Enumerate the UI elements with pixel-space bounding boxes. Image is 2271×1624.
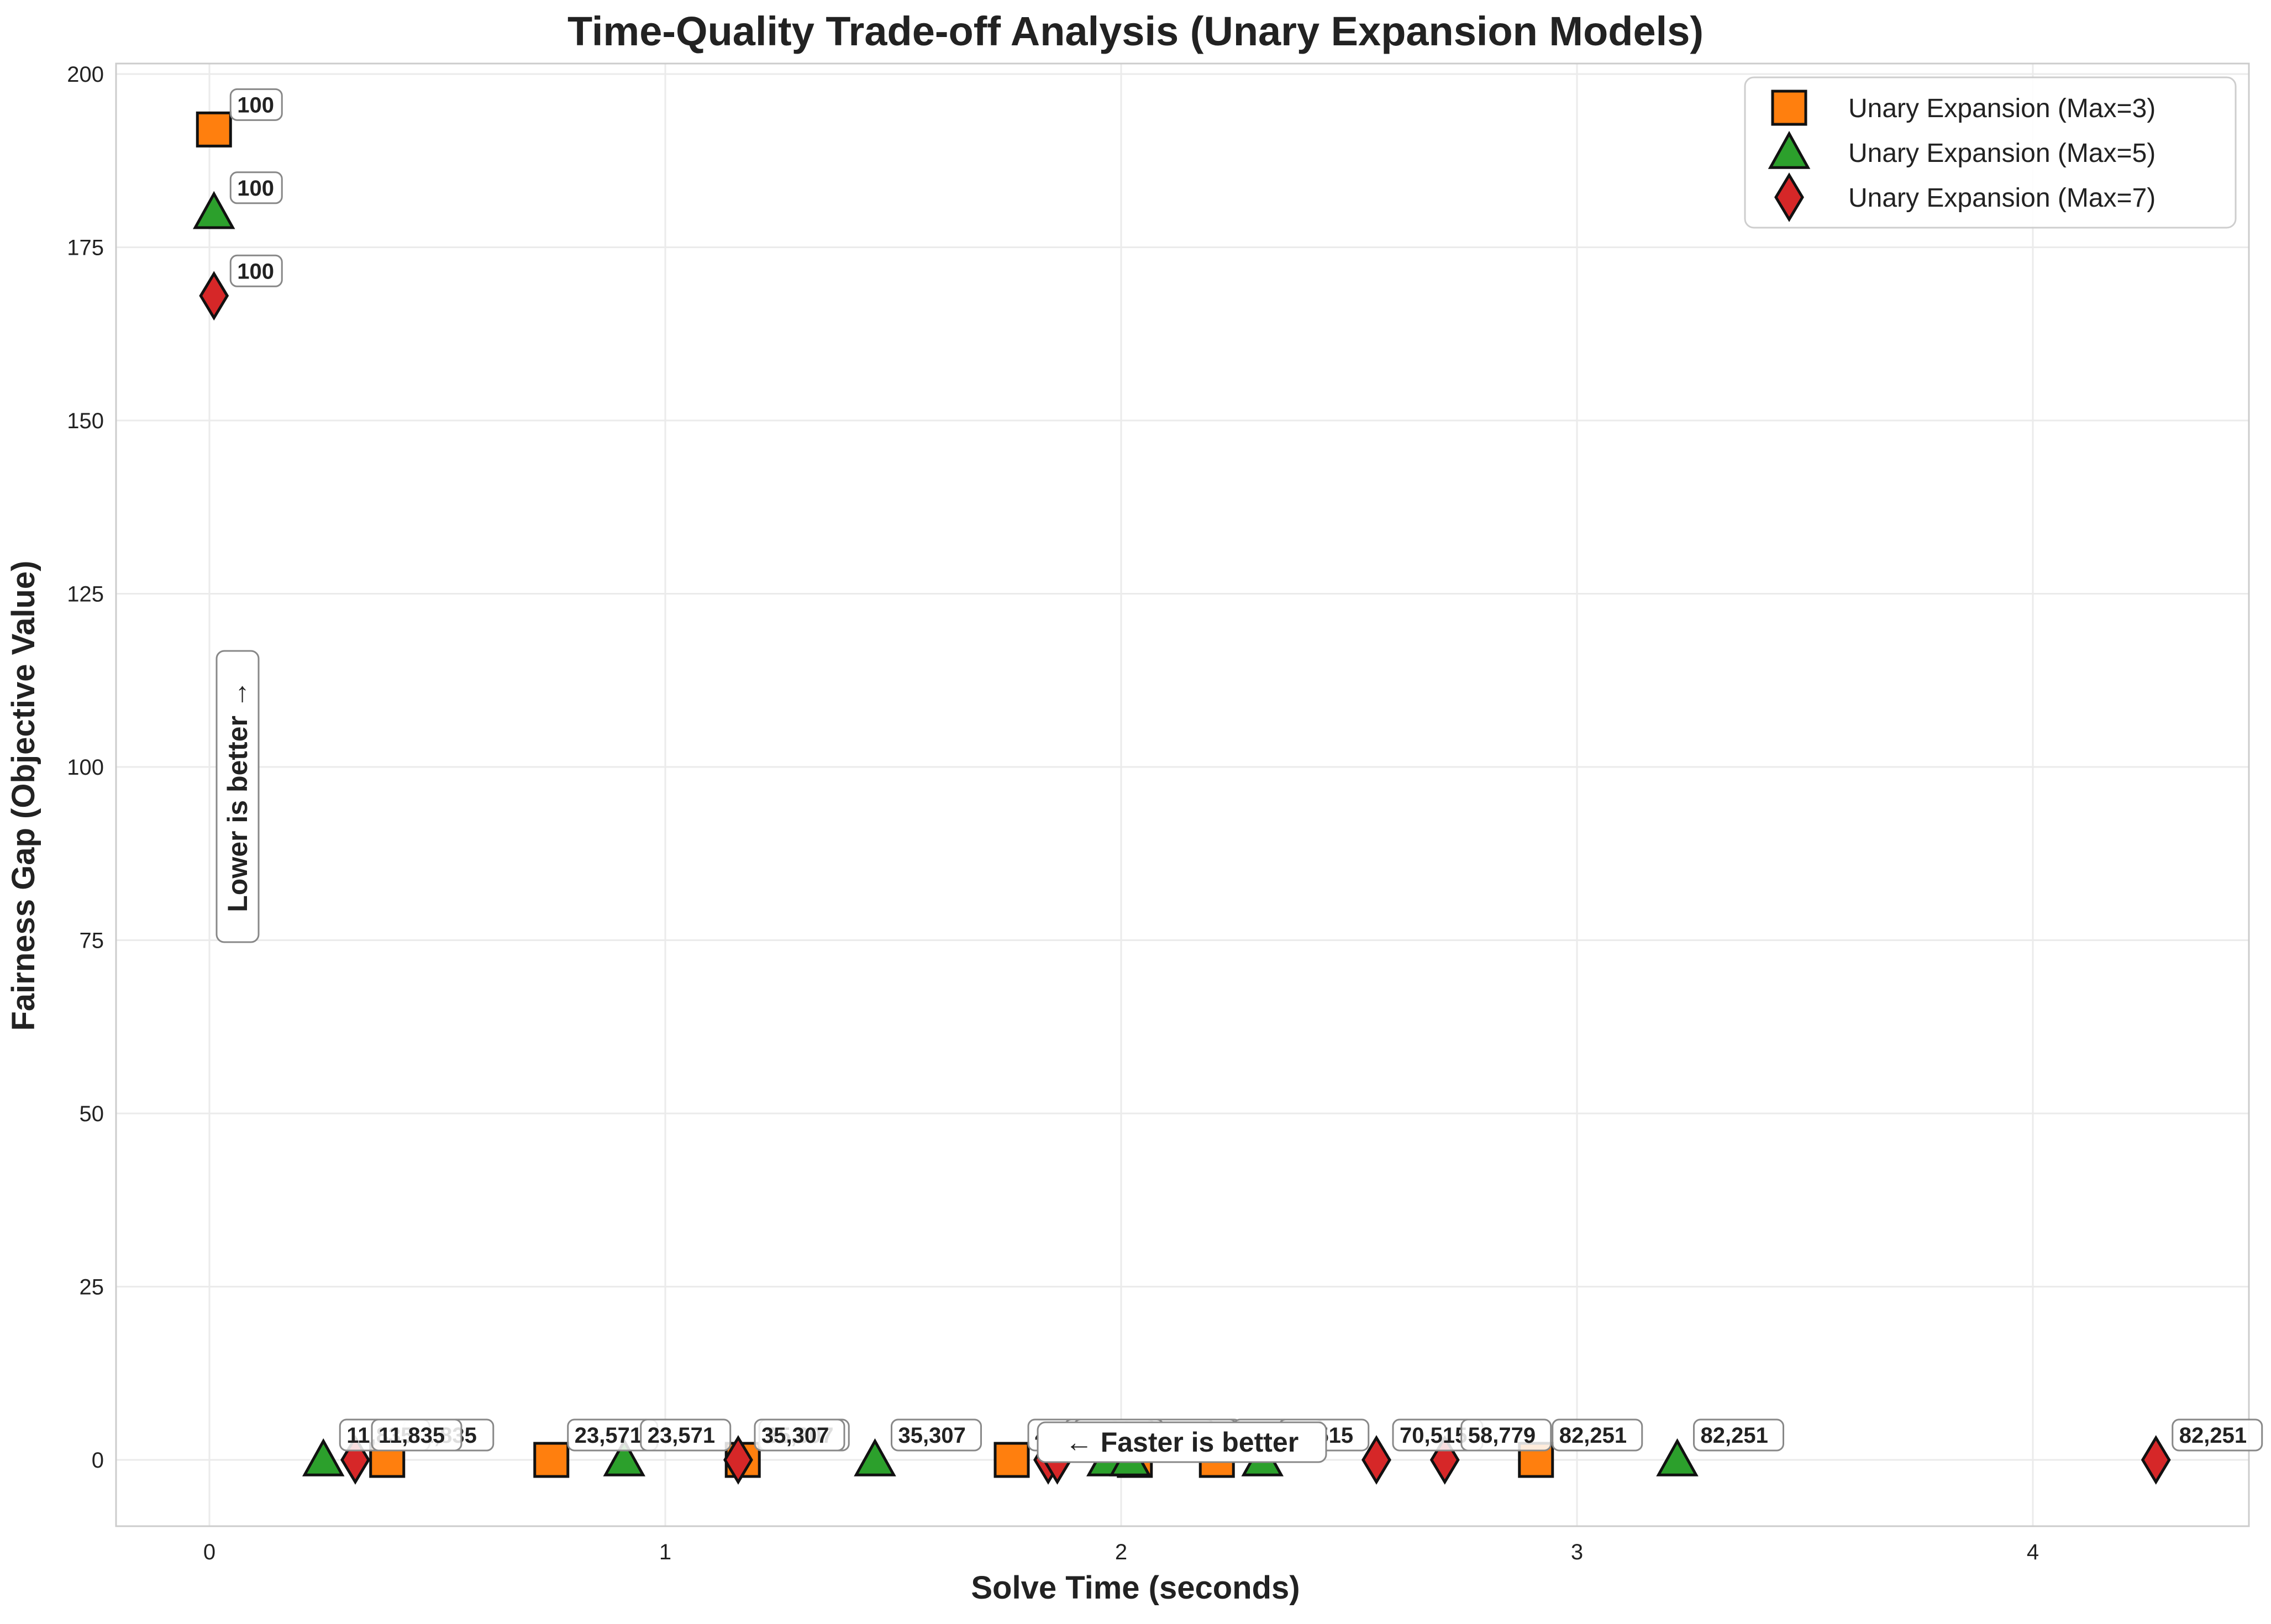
y-annotation-box xyxy=(215,650,260,943)
data-point xyxy=(1361,1435,1391,1485)
data-label: 23,571 xyxy=(648,1423,715,1448)
data-label-box xyxy=(229,171,283,204)
data-point xyxy=(196,111,232,148)
data-label: 70,515 xyxy=(1400,1423,1467,1448)
data-label: 82,251 xyxy=(2179,1423,2247,1448)
data-label-box xyxy=(229,88,283,121)
legend-marker xyxy=(1768,130,1811,169)
data-point xyxy=(603,1438,645,1476)
plot-area xyxy=(115,62,2250,1527)
data-label-box xyxy=(371,1418,462,1452)
legend-entry: Unary Expansion (Max=7) xyxy=(1848,183,2156,213)
data-point xyxy=(723,1435,753,1485)
x-tick-label: 4 xyxy=(2027,1540,2039,1564)
legend-marker xyxy=(1771,90,1807,126)
x-tick-label: 3 xyxy=(1571,1540,1583,1564)
data-label-box xyxy=(1460,1418,1552,1452)
grid xyxy=(116,64,2249,1526)
data-label: 100 xyxy=(237,259,274,283)
x-annotation: ← Faster is better xyxy=(1037,1421,1327,1463)
x-tick-label: 2 xyxy=(1115,1540,1127,1564)
axis-ticks: 0 1 2 3 4 0 25 50 75 100 125 150 175 200 xyxy=(67,62,2039,1564)
data-labels: 10011,83523,57135,30747,04358,77970,5158… xyxy=(229,88,2263,1452)
data-label-box xyxy=(2172,1418,2263,1452)
data-label: 58,779 xyxy=(1468,1423,1536,1448)
y-tick-label: 175 xyxy=(67,236,104,260)
legend-entry: Unary Expansion (Max=5) xyxy=(1848,139,2156,168)
data-label-box xyxy=(640,1418,732,1452)
data-label: 82,251 xyxy=(1559,1423,1627,1448)
data-point xyxy=(993,1442,1030,1478)
data-point xyxy=(1656,1438,1699,1476)
data-point xyxy=(193,191,235,229)
x-axis-label: Solve Time (seconds) xyxy=(971,1570,1300,1606)
legend-box xyxy=(1744,76,2237,229)
y-tick-label: 25 xyxy=(80,1275,104,1300)
data-label-box xyxy=(1552,1418,1643,1452)
x-annotation-box xyxy=(1037,1421,1327,1463)
y-tick-label: 0 xyxy=(92,1448,104,1473)
data-label: 11,835 xyxy=(378,1423,445,1448)
x-annotation-text: ← Faster is better xyxy=(1065,1427,1299,1458)
data-point xyxy=(199,271,229,321)
data-point xyxy=(533,1442,570,1478)
data-label-box xyxy=(229,254,283,287)
data-label-box xyxy=(754,1418,845,1452)
y-tick-label: 125 xyxy=(67,582,104,607)
y-tick-label: 50 xyxy=(80,1102,104,1126)
x-tick-label: 1 xyxy=(659,1540,671,1564)
data-label: 23,571 xyxy=(575,1423,642,1448)
legend-marker xyxy=(1774,172,1804,222)
data-label: 100 xyxy=(237,176,274,201)
data-points xyxy=(193,111,2171,1485)
data-point xyxy=(302,1438,345,1476)
y-tick-label: 150 xyxy=(67,409,104,433)
legend-entry: Unary Expansion (Max=3) xyxy=(1848,94,2156,123)
chart-title: Time-Quality Trade-off Analysis (Unary E… xyxy=(567,8,1704,54)
data-label: 82,251 xyxy=(1701,1423,1768,1448)
data-label-box xyxy=(1693,1418,1784,1452)
data-label: 35,307 xyxy=(898,1423,966,1448)
data-label: 35,307 xyxy=(761,1423,829,1448)
y-tick-label: 75 xyxy=(80,929,104,953)
data-point xyxy=(854,1438,896,1476)
data-point xyxy=(2141,1435,2171,1485)
x-tick-label: 0 xyxy=(203,1540,215,1564)
y-tick-label: 100 xyxy=(67,755,104,780)
y-tick-label: 200 xyxy=(67,62,104,87)
data-label: 100 xyxy=(237,93,274,117)
y-annotation: Lower is better → xyxy=(215,650,260,943)
data-label-box xyxy=(891,1418,982,1452)
y-axis-label: Fairness Gap (Objective Value) xyxy=(6,561,41,1031)
legend: Unary Expansion (Max=3) Unary Expansion (… xyxy=(1744,76,2237,229)
y-annotation-text: Lower is better → xyxy=(222,680,253,912)
